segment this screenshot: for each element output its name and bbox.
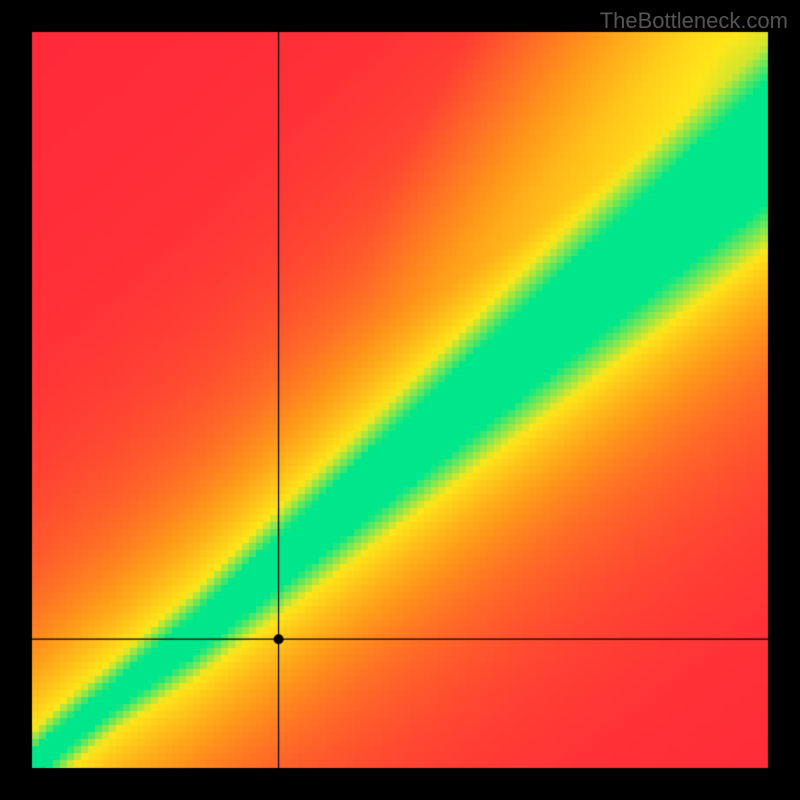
watermark-text: TheBottleneck.com	[600, 8, 788, 34]
chart-container: TheBottleneck.com	[0, 0, 800, 800]
bottleneck-heatmap	[0, 0, 800, 800]
